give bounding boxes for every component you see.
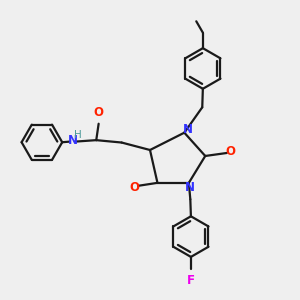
Text: N: N bbox=[183, 123, 193, 136]
Text: N: N bbox=[68, 134, 78, 147]
Text: O: O bbox=[94, 106, 103, 119]
Text: O: O bbox=[226, 145, 236, 158]
Text: H: H bbox=[74, 130, 82, 140]
Text: F: F bbox=[187, 274, 195, 287]
Text: N: N bbox=[185, 181, 195, 194]
Text: O: O bbox=[129, 181, 139, 194]
